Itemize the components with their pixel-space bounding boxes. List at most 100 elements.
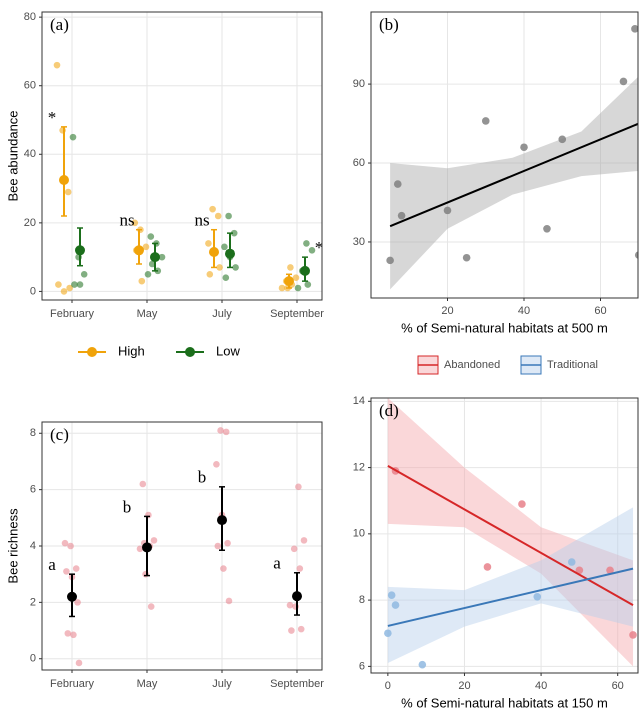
mean-point [292,591,302,602]
mean-point [300,265,310,276]
y-tick-label: 4 [30,540,36,552]
y-tick-label: 8 [30,427,36,439]
raw-point [142,243,150,251]
panel-border [41,11,323,301]
panel-label: (d) [379,401,399,420]
raw-point [61,539,69,547]
legend-label: Traditional [547,359,598,371]
raw-point [205,240,212,247]
raw-point [69,133,77,141]
point [483,563,492,571]
point [629,631,637,639]
raw-point [139,480,147,488]
fit-line [387,567,634,627]
panel-border [370,397,639,674]
plot-area [371,398,638,673]
raw-point [296,565,304,572]
plot-area [42,12,322,300]
raw-point [288,627,295,634]
y-tick-label: 20 [24,217,36,229]
x-tick-label: July [212,678,232,690]
point [558,135,567,144]
mean-point [142,542,152,553]
point [386,256,394,265]
raw-point [220,565,227,572]
mean-point [59,175,69,185]
mean-point [284,276,294,287]
x-axis-label: % of Semi-natural habitats at 150 m [401,695,608,710]
point [543,225,551,233]
x-tick-label: 20 [441,305,453,317]
raw-point [278,284,286,292]
raw-point [53,61,61,69]
x-tick-label: 60 [612,680,624,692]
point [606,566,614,575]
confidence-band [390,76,638,290]
annotation: b [198,468,207,487]
point [393,180,402,188]
x-tick-label: September [270,678,324,690]
y-tick-label: 12 [353,461,365,473]
annotation: ns [194,211,209,230]
panel-label: (b) [379,15,399,34]
x-tick-label: May [137,678,158,690]
legend-label: Low [216,343,240,358]
mean-point [134,245,144,256]
x-tick-label: 40 [535,680,547,692]
mean-point [150,252,160,263]
legend-label: High [118,343,145,358]
panel-border [370,11,639,299]
y-tick-label: 0 [30,653,36,665]
y-tick-label: 40 [24,148,36,160]
raw-point [67,542,74,550]
x-tick-label: 0 [385,680,391,692]
raw-point [221,243,228,251]
raw-point [214,212,222,220]
raw-point [290,545,298,553]
panel-border [41,421,323,671]
raw-point [222,428,230,436]
legend-label: Abandoned [444,359,500,371]
raw-point [131,219,139,227]
raw-point [75,659,83,667]
raw-point [55,281,62,288]
mean-point [209,247,219,257]
x-tick-label: February [50,678,95,690]
raw-point [71,281,78,288]
y-tick-label: 8 [359,594,365,606]
y-tick-label: 14 [353,395,365,407]
point [631,25,638,33]
confidence-band [387,398,634,667]
panel-background [42,12,322,300]
mean-point [225,248,235,259]
raw-point [72,565,80,572]
x-tick-label: 40 [518,305,530,317]
point [619,77,628,86]
raw-point [287,264,294,271]
panel-label: (c) [50,425,69,444]
point [384,629,392,638]
annotation: b [123,497,132,516]
raw-point [74,599,81,606]
y-tick-label: 10 [353,528,365,540]
raw-point [216,264,223,271]
plot-area [371,12,638,298]
raw-point [213,460,220,468]
mean-point [67,591,77,602]
y-axis-label: Bee abundance [5,110,20,201]
annotation: a [48,555,56,574]
point [443,206,452,215]
raw-point [294,284,302,292]
legend-key-dot [185,347,195,357]
raw-point [70,631,77,639]
y-tick-label: 2 [30,596,36,608]
raw-point [64,630,72,637]
x-tick-label: 60 [594,305,606,317]
raw-point [214,542,222,550]
point [567,558,576,566]
fit-line [387,465,634,606]
panel-background [371,398,638,673]
annotation: * [48,108,57,127]
y-tick-label: 60 [353,157,365,169]
